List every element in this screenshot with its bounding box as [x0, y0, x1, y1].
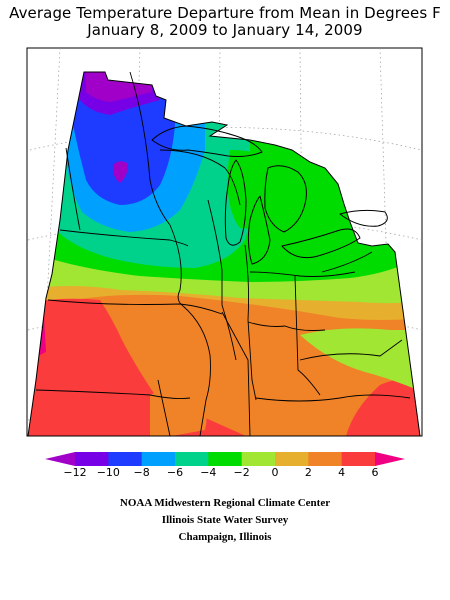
map-title: Average Temperature Departure from Mean …: [9, 4, 441, 22]
band-2-to-4-patches: [150, 389, 207, 436]
band-neg2-to-0-east: [300, 328, 420, 395]
band-4-to-6-southeast: [345, 379, 420, 436]
credit-location: Champaign, Illinois: [178, 531, 272, 543]
legend-tick-label: 2: [304, 466, 312, 479]
legend-swatch--6-to-neg4: [175, 452, 209, 466]
legend-swatch-4-to-6: [341, 452, 376, 466]
state-boundaries: [35, 71, 411, 437]
legend-swatch--4-to-neg2: [208, 452, 243, 466]
legend-color-bar: [45, 452, 405, 466]
legend-swatch-lt-to-neg12: [45, 452, 75, 466]
legend-tick-label: −6: [166, 466, 184, 479]
map-date-range: January 8, 2009 to January 14, 2009: [87, 21, 363, 39]
legend-tick-label: −8: [133, 466, 150, 479]
legend-tick-label: 4: [338, 466, 346, 479]
credit-survey: Illinois State Water Survey: [161, 514, 289, 526]
legend-tick-label: −2: [233, 466, 250, 479]
legend-swatch--12-to-neg10: [75, 452, 109, 466]
legend-tick-label: −4: [200, 466, 217, 479]
great-lakes: [151, 125, 388, 265]
legend-tick-label: 0: [271, 466, 279, 479]
legend-tick-label: −10: [96, 466, 120, 479]
band-neg4-to-neg2-michigan: [227, 150, 295, 229]
legend-swatch-gt-to-6: [375, 452, 405, 466]
legend-swatch--2-to-0: [241, 452, 276, 466]
domain-outline: [27, 71, 421, 437]
legend-swatch--10-to-neg8: [108, 452, 143, 466]
legend-swatch-0-to-2: [275, 452, 309, 466]
band-below-neg12-spot: [112, 161, 128, 183]
credit-organization: NOAA Midwestern Regional Climate Center: [119, 497, 331, 509]
legend-swatch-2-to-4: [308, 452, 343, 466]
legend-tick-label: −12: [63, 466, 87, 479]
no-data-area: [175, 100, 212, 126]
legend-swatch--8-to-neg6: [141, 452, 176, 466]
band-4-to-6-west: [28, 298, 255, 436]
band-below-neg12: [86, 72, 152, 102]
legend-tick-label: 6: [371, 466, 379, 479]
